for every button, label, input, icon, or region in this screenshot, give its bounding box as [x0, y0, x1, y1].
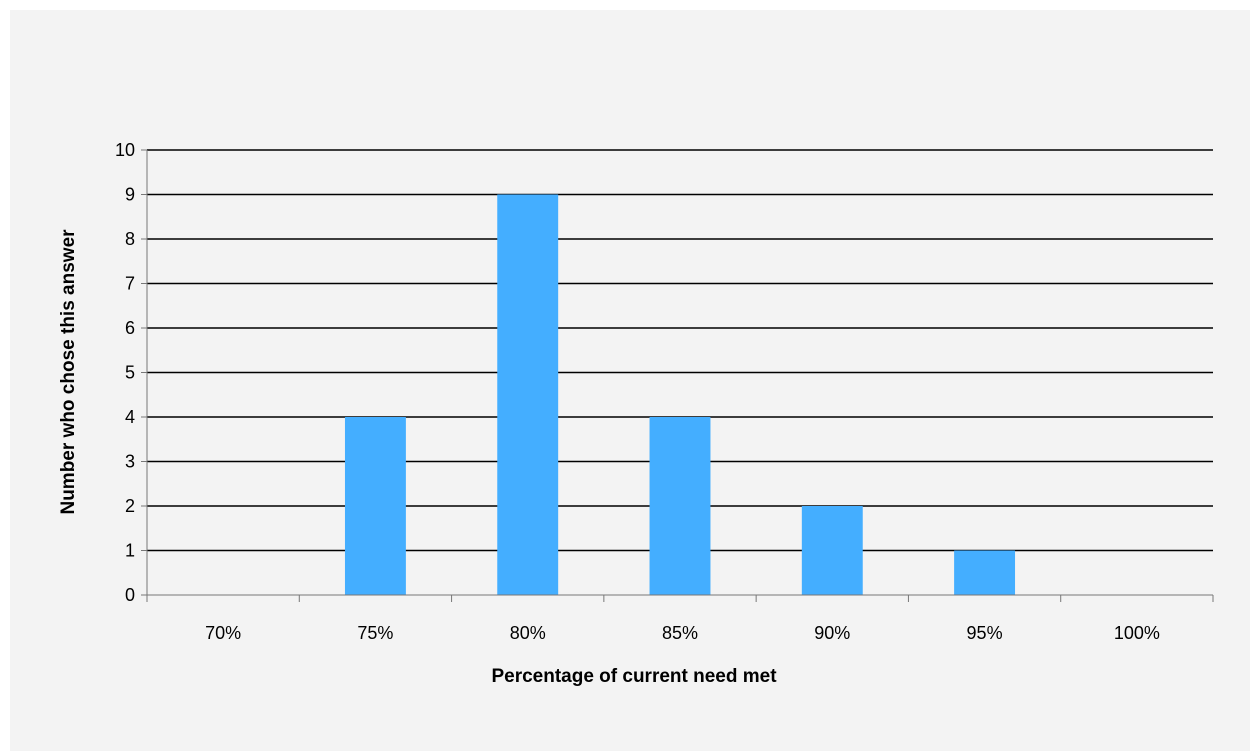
y-tick-label: 0 — [125, 585, 135, 605]
y-tick-label: 3 — [125, 452, 135, 472]
x-tick-label: 85% — [662, 623, 698, 643]
y-tick-label: 8 — [125, 229, 135, 249]
x-tick-label: 80% — [510, 623, 546, 643]
x-tick-label: 100% — [1114, 623, 1160, 643]
y-axis-title: Number who chose this answer — [58, 229, 79, 515]
y-tick-label: 4 — [125, 407, 135, 427]
bar — [344, 417, 406, 595]
axes — [141, 149, 1214, 602]
y-tick-label: 1 — [125, 541, 135, 561]
y-tick-label: 10 — [115, 140, 135, 160]
x-tick-label: 95% — [967, 623, 1003, 643]
y-tick-label: 6 — [125, 318, 135, 338]
x-tick-labels: 70% 75% 80% 85% 90% 95% 100% — [205, 623, 1160, 643]
chart-background — [10, 10, 1250, 751]
x-tick-label: 90% — [814, 623, 850, 643]
x-axis-title: Percentage of current need met — [491, 666, 777, 687]
bars — [344, 194, 1016, 595]
y-tick-label: 5 — [125, 363, 135, 383]
y-tick-label: 2 — [125, 496, 135, 516]
bar — [649, 417, 711, 595]
y-tick-label: 7 — [125, 274, 135, 294]
x-tick-label: 75% — [357, 623, 393, 643]
bar — [497, 194, 559, 595]
bar — [954, 550, 1016, 595]
y-tick-labels: 0 1 2 3 4 5 6 7 8 9 10 — [115, 140, 135, 605]
y-tick-label: 9 — [125, 185, 135, 205]
bar — [801, 506, 863, 595]
x-tick-label: 70% — [205, 623, 241, 643]
